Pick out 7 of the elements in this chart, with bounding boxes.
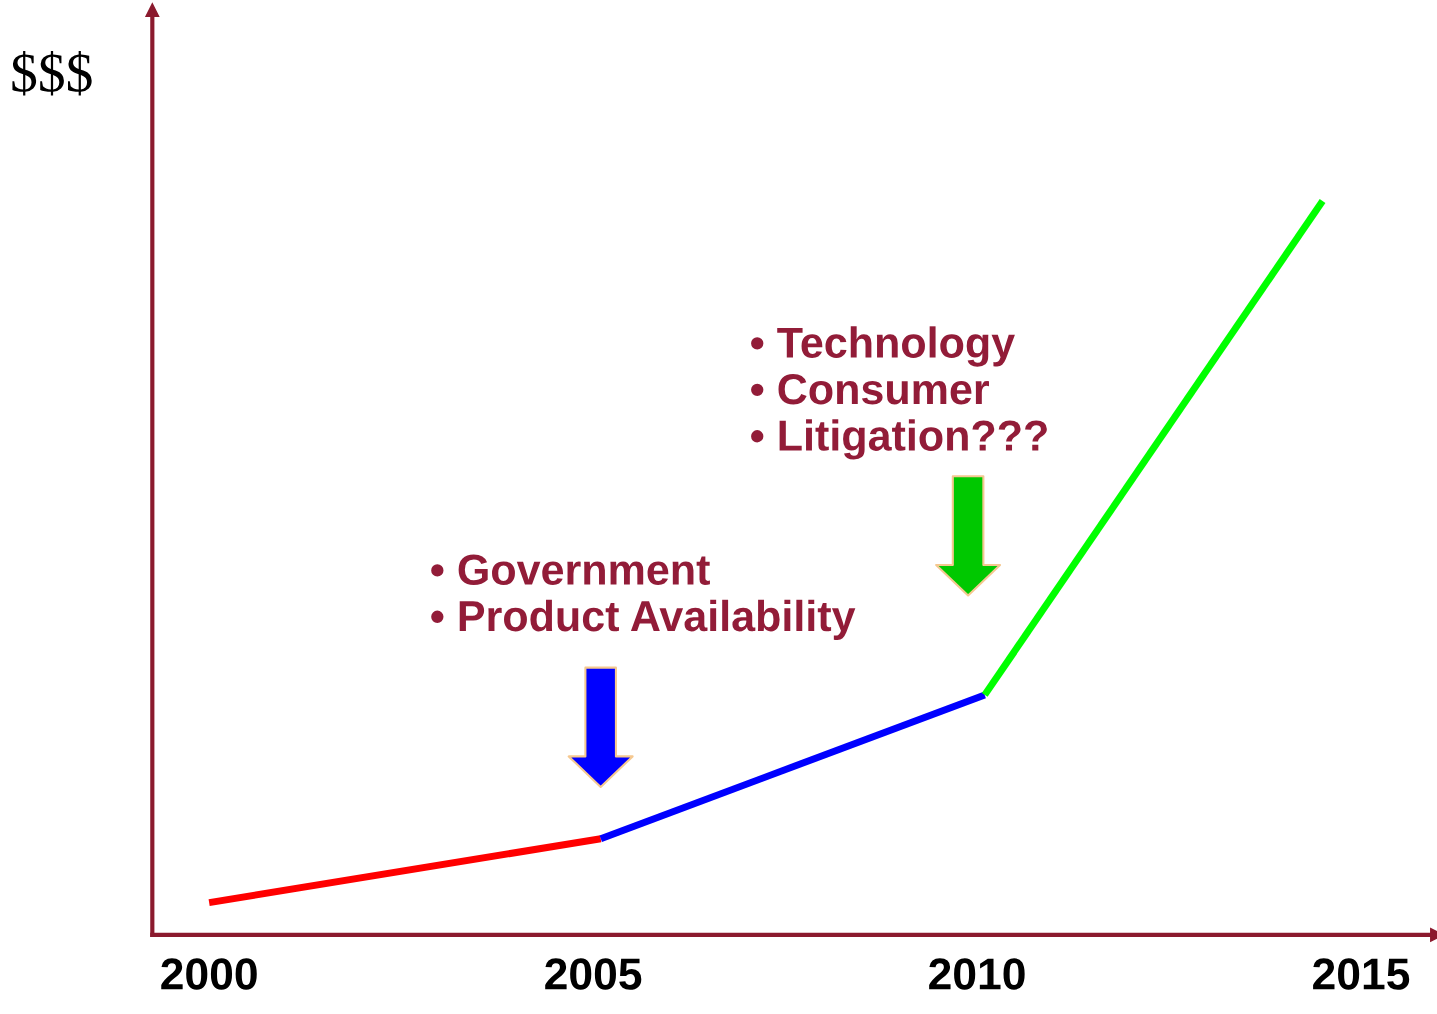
x-tick-label: 2000: [161, 958, 257, 990]
y-axis-title: $$$: [12, 51, 92, 96]
x-tick-label: 2005: [545, 958, 642, 990]
annotation: • Government • Product Availability: [431, 554, 856, 640]
x-tick-label: 2015: [1313, 958, 1410, 990]
x-tick-label: 2010: [929, 958, 1025, 990]
annotation: • Technology • Consumer • Litigation???: [751, 326, 1047, 460]
